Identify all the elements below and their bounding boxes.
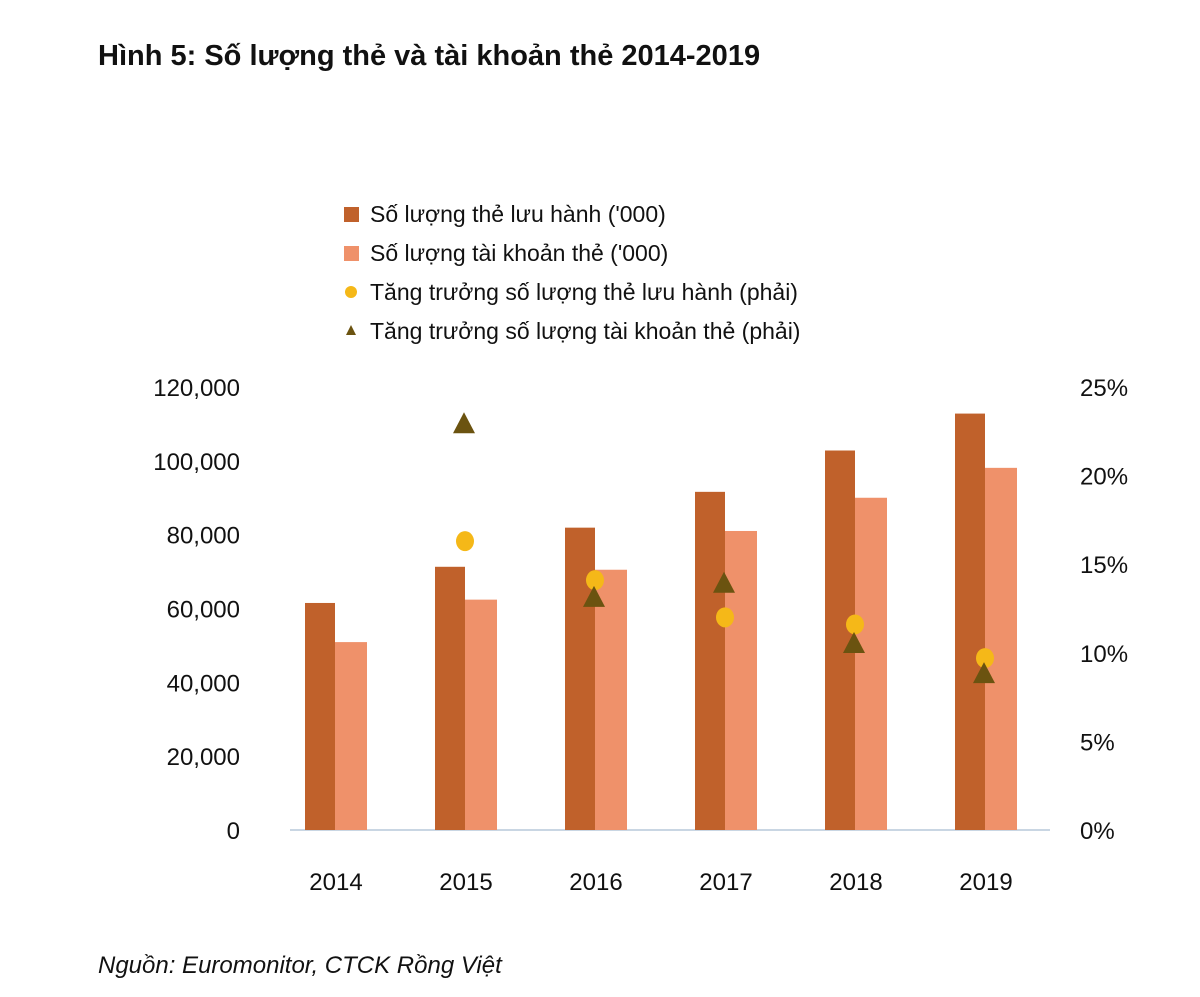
point-accounts-growth bbox=[583, 585, 605, 607]
y-left-tick-label: 60,000 bbox=[167, 597, 240, 624]
bar-card-accounts bbox=[335, 642, 367, 830]
legend-label: Số lượng tài khoản thẻ ('000) bbox=[370, 240, 668, 266]
bar-cards-in-circulation bbox=[695, 491, 725, 830]
y-left-tick-label: 120,000 bbox=[153, 375, 240, 402]
y-left-tick-label: 100,000 bbox=[153, 449, 240, 476]
bar-card-accounts bbox=[725, 530, 757, 830]
bar-cards-in-circulation bbox=[305, 602, 335, 830]
y-right-tick-label: 5% bbox=[1080, 729, 1115, 756]
point-accounts-growth bbox=[453, 412, 475, 434]
x-tick-label: 2015 bbox=[439, 869, 492, 896]
y-right-tick-label: 20% bbox=[1080, 464, 1128, 491]
point-cards-growth bbox=[716, 607, 734, 628]
chart-title: Hình 5: Số lượng thẻ và tài khoản thẻ 20… bbox=[98, 40, 761, 72]
bar-card-accounts bbox=[855, 497, 887, 830]
bar-card-accounts bbox=[595, 569, 627, 830]
point-cards-growth bbox=[846, 614, 864, 635]
bar-card-accounts bbox=[985, 467, 1017, 830]
point-accounts-growth bbox=[973, 662, 995, 684]
point-cards-growth bbox=[976, 648, 994, 669]
x-tick-label: 2017 bbox=[699, 869, 752, 896]
bar-cards-in-circulation bbox=[955, 413, 985, 830]
y-right-tick-label: 15% bbox=[1080, 552, 1128, 579]
point-accounts-growth bbox=[713, 571, 735, 593]
legend-triangle-marker bbox=[346, 325, 356, 335]
point-accounts-growth bbox=[843, 631, 865, 653]
y-left-tick-label: 0 bbox=[227, 818, 240, 845]
legend-swatch bbox=[344, 246, 359, 261]
point-cards-growth bbox=[456, 531, 474, 552]
y-right-tick-label: 10% bbox=[1080, 641, 1128, 668]
point-cards-growth bbox=[586, 570, 604, 591]
y-right-tick-label: 25% bbox=[1080, 375, 1128, 402]
y-right-tick-label: 0% bbox=[1080, 818, 1115, 845]
bar-card-accounts bbox=[465, 599, 497, 830]
legend-label: Tăng trưởng số lượng thẻ lưu hành (phải) bbox=[370, 279, 798, 305]
chart-source: Nguồn: Euromonitor, CTCK Rồng Việt bbox=[98, 952, 502, 979]
x-tick-label: 2014 bbox=[309, 869, 362, 896]
y-left-tick-label: 80,000 bbox=[167, 523, 240, 550]
legend-circle-marker bbox=[345, 286, 357, 298]
x-tick-label: 2019 bbox=[959, 869, 1012, 896]
legend-swatch bbox=[344, 207, 359, 222]
bar-cards-in-circulation bbox=[435, 566, 465, 830]
x-tick-label: 2018 bbox=[829, 869, 882, 896]
y-left-tick-label: 40,000 bbox=[167, 670, 240, 697]
legend-label: Tăng trưởng số lượng tài khoản thẻ (phải… bbox=[370, 318, 800, 344]
x-tick-label: 2016 bbox=[569, 869, 622, 896]
legend-label: Số lượng thẻ lưu hành ('000) bbox=[370, 201, 666, 227]
y-left-tick-label: 20,000 bbox=[167, 744, 240, 771]
